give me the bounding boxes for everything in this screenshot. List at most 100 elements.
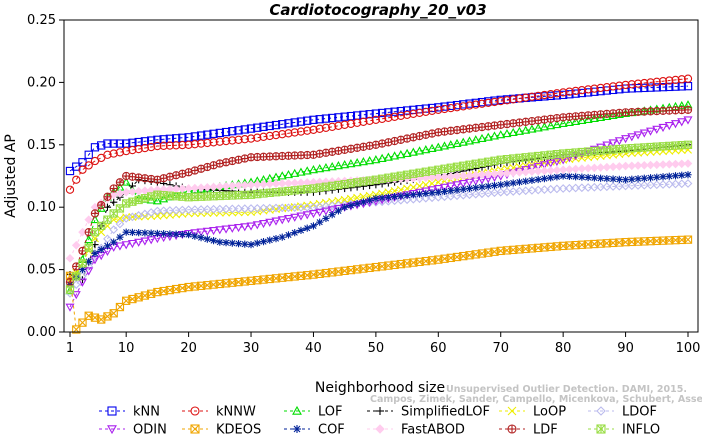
data-point — [583, 183, 593, 192]
data-point — [465, 190, 474, 200]
data-point — [134, 211, 144, 220]
data-point — [402, 106, 412, 115]
data-point — [315, 124, 324, 133]
x-tick-label: 70 — [492, 341, 509, 356]
data-point — [571, 183, 581, 193]
data-point — [184, 184, 193, 193]
data-point — [602, 111, 612, 121]
data-point — [440, 104, 449, 114]
data-point — [253, 133, 262, 142]
data-point — [290, 128, 299, 137]
data-point — [539, 161, 549, 170]
data-point — [259, 122, 268, 131]
data-point — [221, 127, 231, 137]
data-point — [196, 139, 206, 148]
data-point — [546, 121, 556, 130]
data-point — [633, 181, 643, 190]
data-point — [458, 171, 468, 181]
data-point — [309, 125, 318, 134]
data-point — [427, 186, 437, 195]
data-point — [203, 130, 212, 139]
data-point — [128, 212, 137, 221]
data-point — [377, 153, 387, 162]
data-point — [321, 114, 331, 123]
data-point — [215, 182, 225, 191]
legend-label: COF — [318, 423, 345, 434]
data-point — [84, 243, 93, 252]
data-point — [471, 189, 481, 199]
legend-label: LDOF — [622, 405, 657, 420]
data-point — [521, 125, 531, 134]
data-point — [128, 145, 137, 155]
data-point — [316, 218, 324, 226]
data-point — [265, 203, 275, 213]
data-point — [683, 116, 693, 125]
data-point — [115, 189, 125, 198]
data-point — [202, 227, 212, 236]
data-point — [577, 85, 587, 95]
data-point — [303, 126, 312, 135]
y-tick-label: 0.25 — [27, 13, 56, 28]
data-point — [409, 109, 418, 118]
data-point — [415, 190, 424, 198]
data-point — [597, 174, 605, 182]
data-point — [152, 196, 162, 205]
data-point — [621, 80, 630, 90]
data-point — [583, 163, 593, 173]
data-point — [165, 206, 175, 215]
data-point — [315, 202, 325, 212]
data-point — [608, 82, 618, 91]
data-point — [346, 194, 355, 203]
data-point — [459, 102, 468, 111]
data-point — [359, 117, 368, 126]
data-point — [278, 120, 287, 129]
data-point — [315, 208, 325, 217]
data-point — [196, 131, 206, 140]
data-point — [246, 180, 256, 190]
data-point — [71, 240, 81, 250]
x-tick-label: 60 — [430, 341, 447, 356]
data-point — [252, 180, 262, 189]
data-point — [652, 83, 661, 92]
data-point — [209, 129, 218, 138]
data-point — [153, 141, 162, 151]
data-point — [197, 234, 205, 242]
data-point — [321, 163, 331, 172]
data-point — [639, 129, 649, 138]
data-point — [377, 108, 387, 118]
data-point — [608, 162, 618, 172]
data-point — [290, 118, 299, 127]
data-point — [284, 203, 293, 213]
data-point — [135, 229, 143, 237]
series-cof — [66, 171, 692, 289]
data-point — [109, 184, 118, 193]
data-point — [134, 144, 143, 154]
data-point — [565, 165, 574, 174]
data-point — [290, 213, 300, 222]
chart-title: Cardiotocography_20_v03 — [269, 1, 486, 19]
data-point — [347, 201, 355, 210]
data-point — [671, 159, 680, 169]
data-point — [427, 143, 437, 152]
data-point — [284, 231, 293, 239]
data-point — [614, 109, 624, 119]
data-point — [215, 128, 224, 138]
data-point — [683, 74, 693, 83]
data-point — [378, 194, 386, 202]
data-point — [240, 190, 249, 200]
data-point — [259, 203, 268, 213]
data-point — [502, 187, 512, 197]
data-point — [221, 225, 231, 234]
data-point — [434, 103, 443, 112]
data-point — [608, 110, 618, 120]
data-point — [490, 181, 499, 190]
data-point — [433, 142, 443, 151]
data-point — [646, 160, 655, 170]
data-point — [78, 318, 87, 327]
data-point — [121, 177, 131, 186]
data-point — [515, 94, 524, 103]
data-point — [196, 228, 206, 237]
legend-marker — [107, 425, 117, 434]
data-point — [447, 187, 455, 195]
data-point — [209, 138, 218, 147]
